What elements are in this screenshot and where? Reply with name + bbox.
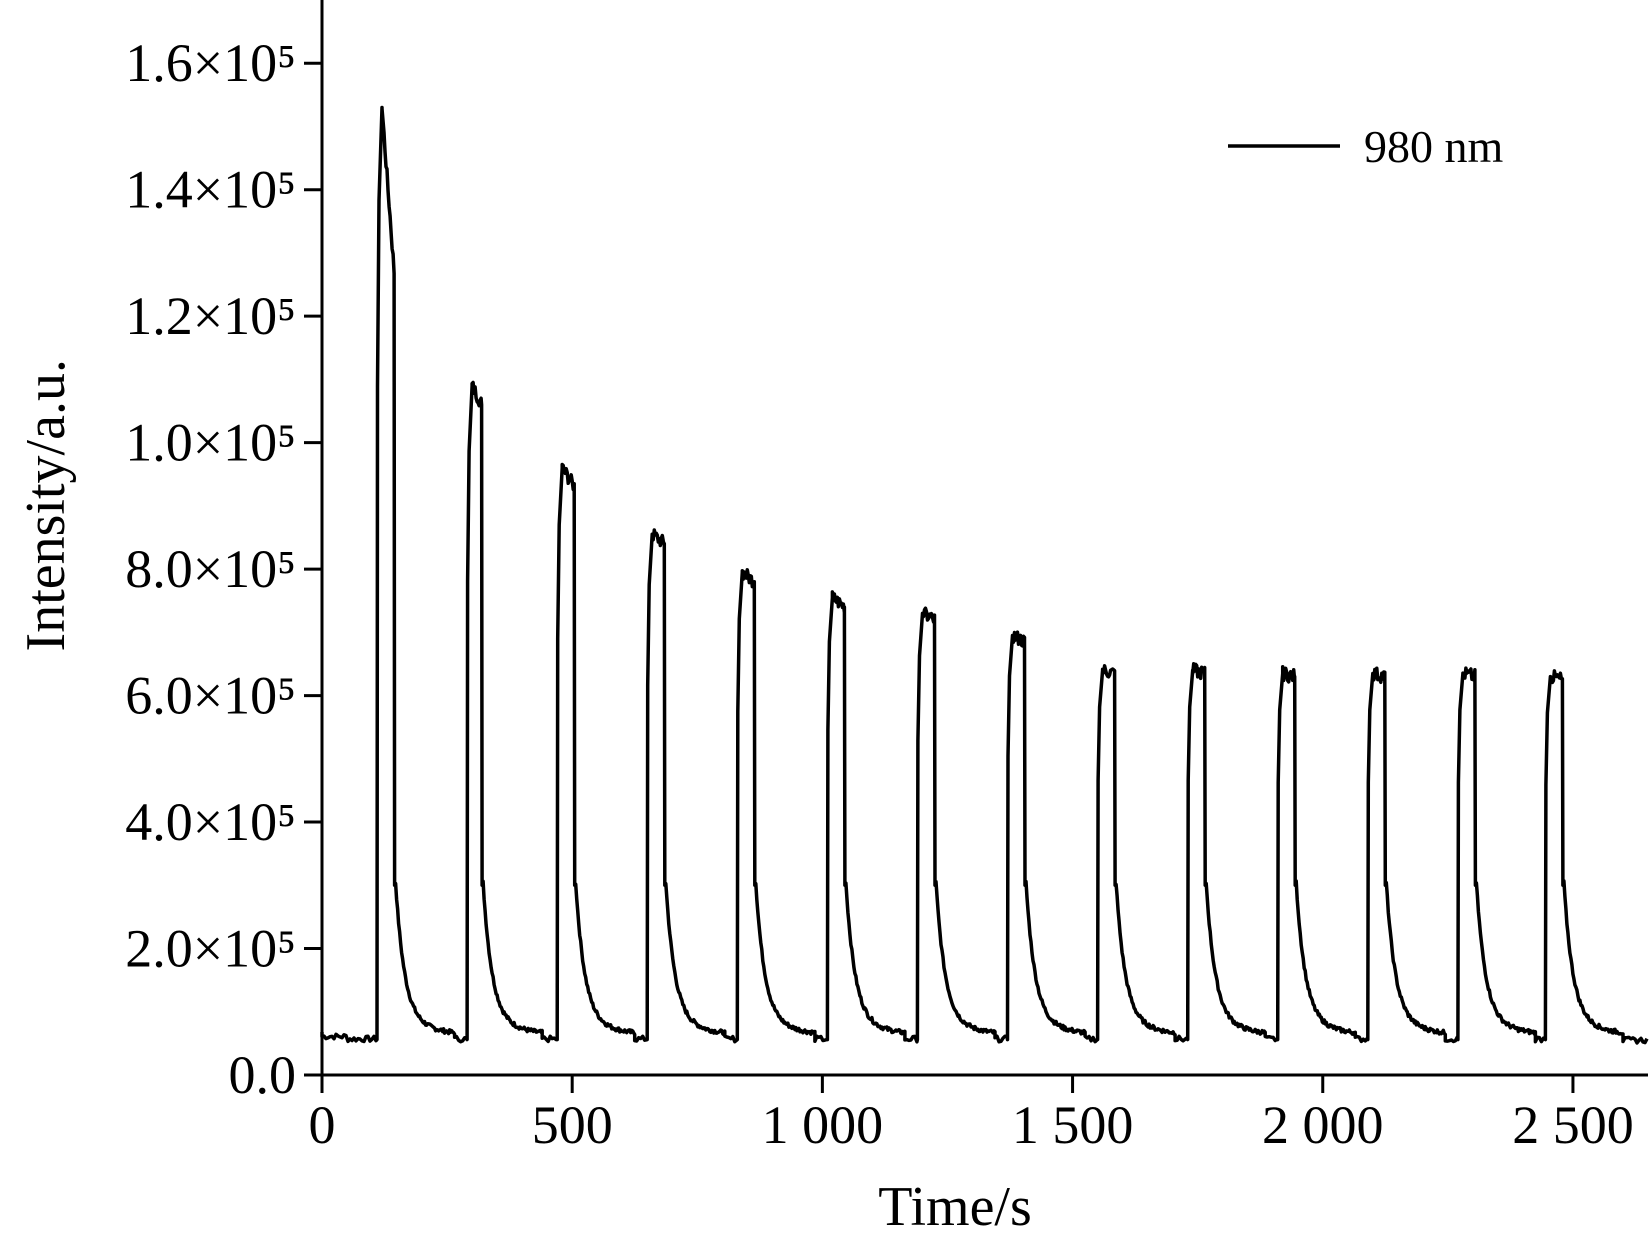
x-tick-label: 0 — [309, 1095, 336, 1155]
series-group — [320, 105, 1649, 1045]
ticks: 0.0 2.0×10⁵ 4.0×10⁵ 6.0×10⁵ 8.0×10⁵ 1.0×10⁵ 1.… — [125, 33, 1633, 1155]
legend-label: 980 nm — [1364, 121, 1504, 172]
y-tick-label: 2.0×10⁵ — [125, 919, 296, 979]
x-tick-label: 1 500 — [1012, 1095, 1134, 1155]
y-tick-label: 1.6×10⁵ — [125, 33, 296, 93]
x-axis-title: Time/s — [878, 1176, 1032, 1238]
series-line-0 — [320, 105, 1649, 1045]
y-tick-label: 8.0×10⁵ — [125, 539, 296, 599]
y-axis-title: Intensity/a.u. — [15, 359, 77, 651]
y-tick-label: 1.4×10⁵ — [125, 160, 296, 220]
x-tick-label: 2 500 — [1512, 1095, 1634, 1155]
y-tick-label: 4.0×10⁵ — [125, 792, 296, 852]
y-tick-label: 1.0×10⁵ — [125, 413, 296, 473]
y-tick-label: 1.2×10⁵ — [125, 286, 296, 346]
x-tick-label: 2 000 — [1262, 1095, 1384, 1155]
x-tick-label: 500 — [532, 1095, 613, 1155]
y-tick-label: 6.0×10⁵ — [125, 666, 296, 726]
x-tick-label: 1 000 — [762, 1095, 884, 1155]
y-tick-label: 0.0 — [229, 1045, 297, 1105]
legend: 980 nm — [1228, 121, 1504, 172]
axes — [320, 0, 1648, 1077]
